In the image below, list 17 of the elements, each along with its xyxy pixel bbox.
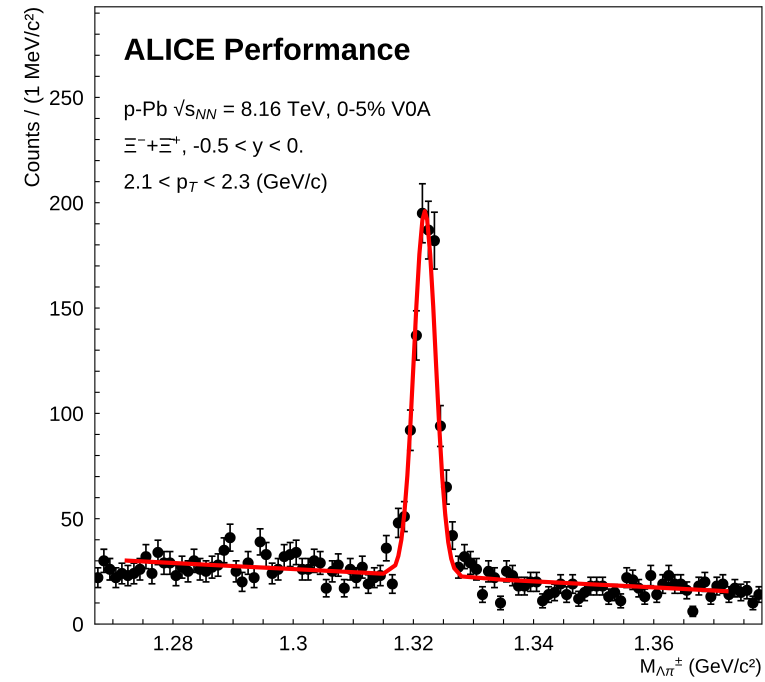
annotation: ALICE Performance [124, 38, 410, 60]
y-tick-label: 250 [50, 90, 83, 106]
annotation: Ξ$^{−}$+Ξ̄$^{+}$, -0.5 < y < 0. [124, 136, 302, 157]
x-tick-label: 1.28 [154, 636, 192, 650]
annotation: p-Pb √s$_{NN}$ = 8.16 TeV, 0-5% V0A [124, 99, 431, 120]
x-tick-label: 1.34 [514, 636, 554, 650]
annotation: 2.1 < p$_{T}$ < 2.3 (GeV/c) [124, 173, 326, 193]
x-axis-title: M$_{Λπ}$$^{±}$ (GeV/c²) [641, 657, 761, 677]
y-tick-label: 100 [50, 406, 83, 422]
y-tick-label: 150 [50, 301, 83, 316]
y-tick-label: 200 [50, 196, 83, 210]
x-tick-label: 1.3 [280, 636, 307, 650]
y-axis-title: Counts / (1 MeV/c²) [24, 8, 44, 186]
y-tick-label: 50 [61, 512, 83, 526]
y-tick-label: 0 [72, 617, 83, 632]
x-tick-label: 1.32 [394, 636, 433, 650]
x-tick-label: 1.36 [635, 636, 674, 650]
